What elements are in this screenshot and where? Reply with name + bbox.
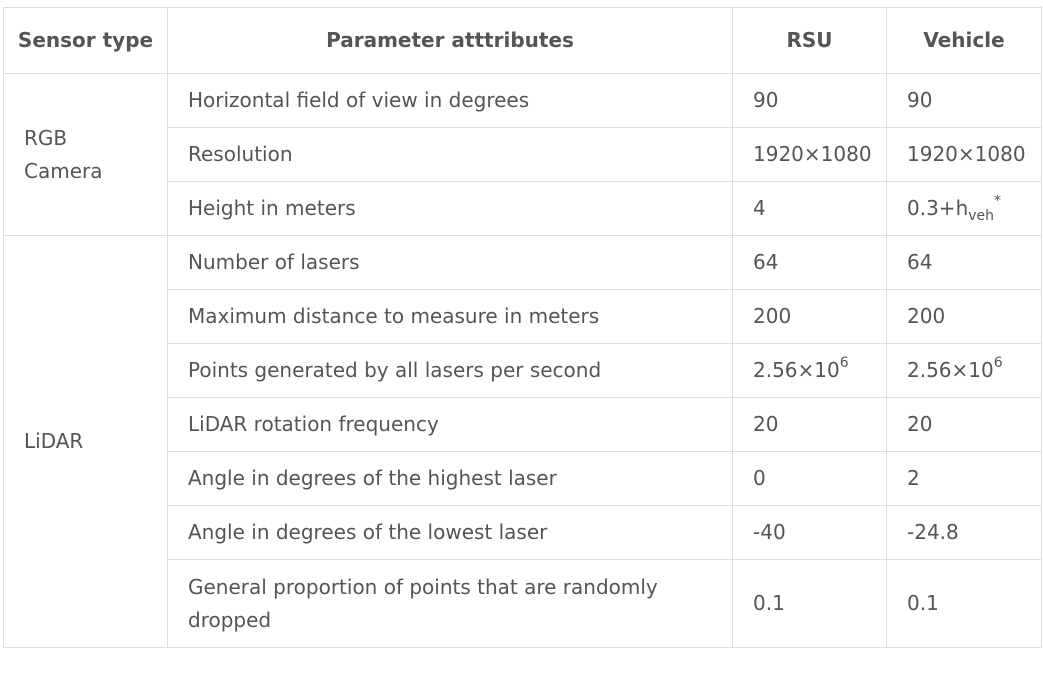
parameter-cell: Height in meters bbox=[167, 181, 733, 236]
rsu-value-cell: 200 bbox=[732, 289, 887, 344]
vehicle-value-cell: 1920×1080 bbox=[886, 127, 1042, 182]
table-row: General proportion of points that are ra… bbox=[4, 559, 1042, 648]
vehicle-value-cell: 200 bbox=[886, 289, 1042, 344]
vehicle-height-base: 0.3+h bbox=[907, 196, 969, 220]
vehicle-value-cell: 20 bbox=[886, 397, 1042, 452]
table-header-row: Sensor type Parameter atttributes RSU Ve… bbox=[3, 7, 1042, 74]
rsu-value-cell: 90 bbox=[732, 73, 887, 128]
table-row: RGB Camera Horizontal field of view in d… bbox=[3, 73, 1042, 236]
vehicle-value-cell: 2 bbox=[886, 451, 1042, 506]
sensor-type-lidar: LiDAR bbox=[3, 235, 168, 648]
rsu-value-cell: -40 bbox=[732, 505, 887, 560]
header-vehicle: Vehicle bbox=[886, 7, 1042, 74]
header-parameter-attributes: Parameter atttributes bbox=[167, 7, 733, 74]
table-row: LiDAR Number of lasers 64 64 bbox=[3, 235, 1042, 648]
sensor-parameters-table: Sensor type Parameter atttributes RSU Ve… bbox=[3, 7, 1042, 648]
rsu-value-cell: 4 bbox=[732, 181, 887, 236]
vehicle-points-exponent: 6 bbox=[993, 355, 1003, 372]
header-rsu: RSU bbox=[732, 7, 887, 74]
vehicle-value-cell: 2.56×106 bbox=[886, 343, 1042, 398]
vehicle-value-cell: 0.1 bbox=[886, 559, 1042, 648]
vehicle-value-cell: 0.3+hveh* bbox=[886, 181, 1042, 236]
table-row: Resolution 1920×1080 1920×1080 bbox=[4, 127, 1042, 182]
parameter-cell: Horizontal field of view in degrees bbox=[167, 73, 733, 128]
vehicle-value-cell: -24.8 bbox=[886, 505, 1042, 560]
rsu-value-cell: 0.1 bbox=[732, 559, 887, 648]
parameter-cell: Angle in degrees of the lowest laser bbox=[167, 505, 733, 560]
parameter-cell: Resolution bbox=[167, 127, 733, 182]
rsu-value-cell: 2.56×106 bbox=[732, 343, 887, 398]
rsu-value-cell: 20 bbox=[732, 397, 887, 452]
rsu-value-cell: 1920×1080 bbox=[732, 127, 887, 182]
table-row: Points generated by all lasers per secon… bbox=[4, 343, 1042, 398]
parameter-cell: Number of lasers bbox=[167, 235, 733, 290]
vehicle-value-cell: 64 bbox=[886, 235, 1042, 290]
parameter-cell: Points generated by all lasers per secon… bbox=[167, 343, 733, 398]
table-row: LiDAR rotation frequency 20 20 bbox=[4, 397, 1042, 452]
parameter-cell: LiDAR rotation frequency bbox=[167, 397, 733, 452]
rsu-points-base: 2.56×10 bbox=[753, 358, 840, 382]
vehicle-value-cell: 90 bbox=[886, 73, 1042, 128]
rsu-value-cell: 0 bbox=[732, 451, 887, 506]
vehicle-height-footnote-mark: * bbox=[994, 193, 1002, 210]
vehicle-points-base: 2.56×10 bbox=[907, 358, 994, 382]
parameter-cell: General proportion of points that are ra… bbox=[167, 559, 733, 648]
vehicle-height-subscript: veh bbox=[968, 208, 995, 224]
rsu-points-exponent: 6 bbox=[839, 355, 849, 372]
sensor-type-rgb-camera: RGB Camera bbox=[3, 73, 168, 236]
parameter-cell: Angle in degrees of the highest laser bbox=[167, 451, 733, 506]
rsu-value-cell: 64 bbox=[732, 235, 887, 290]
parameter-cell: Maximum distance to measure in meters bbox=[167, 289, 733, 344]
table-row: Angle in degrees of the lowest laser -40… bbox=[4, 505, 1042, 560]
header-sensor-type: Sensor type bbox=[3, 7, 168, 74]
